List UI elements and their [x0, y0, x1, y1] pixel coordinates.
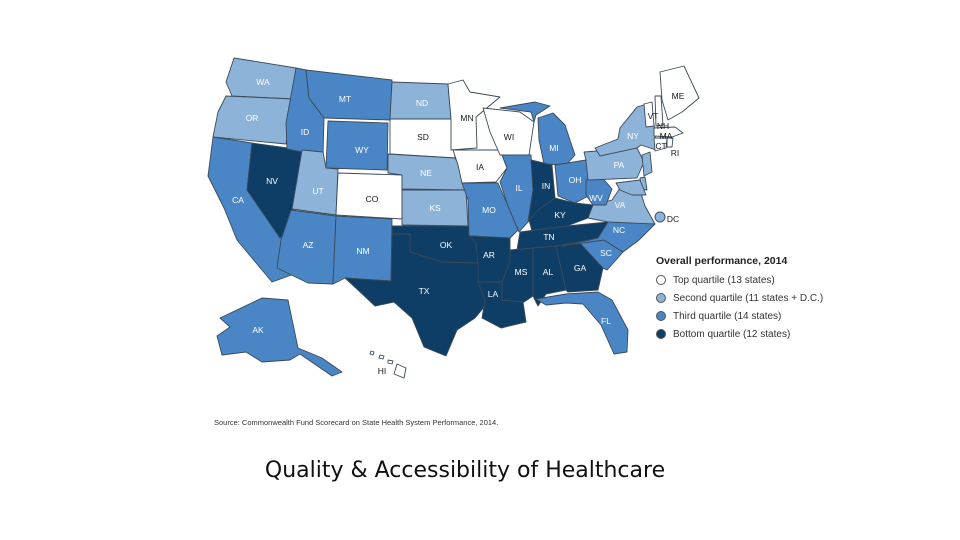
state-label-mi: MI [549, 143, 558, 153]
state-label-mt: MT [339, 94, 351, 104]
state-ma [653, 126, 684, 138]
legend-item-bottom: Bottom quartile (12 states) [656, 325, 823, 343]
state-hi [369, 350, 407, 379]
legend-label: Bottom quartile (12 states) [673, 328, 791, 340]
state-label-ok: OK [440, 240, 453, 250]
state-label-al: AL [543, 267, 554, 277]
state-label-oh: OH [569, 175, 582, 185]
state-ut [291, 149, 339, 216]
legend-title: Overall performance, 2014 [656, 255, 788, 267]
state-label-az: AZ [303, 240, 314, 250]
state-label-nv: NV [266, 176, 278, 186]
state-tx [344, 233, 491, 357]
state-label-in: IN [542, 181, 551, 191]
state-label-ri: RI [671, 148, 680, 158]
state-label-wi: WI [504, 132, 514, 142]
state-mn [447, 79, 501, 151]
state-label-ut: UT [312, 186, 323, 196]
state-label-wa: WA [256, 77, 270, 87]
state-label-mn: MN [460, 113, 473, 123]
state-label-ne: NE [420, 168, 432, 178]
state-label-hi: HI [378, 366, 387, 376]
legend-label: Third quartile (14 states) [673, 310, 782, 322]
slide-title: Quality & Accessibility of Healthcare [264, 458, 666, 483]
legend-swatch-third [656, 311, 666, 321]
legend-item-top: Top quartile (13 states) [656, 271, 823, 289]
state-fl [535, 291, 629, 355]
state-label-va: VA [615, 200, 626, 210]
state-label-mo: MO [482, 205, 496, 215]
state-label-wv: WV [589, 193, 603, 203]
state-vt [643, 101, 655, 128]
state-label-nh: NH [657, 121, 669, 131]
state-label-ia: IA [476, 162, 484, 172]
state-label-wy: WY [355, 145, 369, 155]
state-label-nd: ND [416, 98, 428, 108]
state-label-co: CO [366, 194, 379, 204]
state-mt [305, 69, 393, 121]
state-label-id: ID [301, 127, 310, 137]
state-label-ks: KS [429, 203, 441, 213]
state-mo [461, 182, 519, 239]
legend-swatch-second [656, 293, 666, 303]
state-label-dc: DC [667, 214, 679, 224]
state-mi [499, 101, 576, 166]
state-label-tn: TN [543, 232, 554, 242]
state-md [615, 179, 647, 196]
legend-item-third: Third quartile (14 states) [656, 307, 823, 325]
state-label-la: LA [488, 289, 499, 299]
state-nh [654, 95, 664, 127]
state-label-ca: CA [232, 195, 244, 205]
state-me [659, 65, 700, 121]
state-nj [641, 151, 653, 177]
state-ri [666, 137, 674, 148]
state-label-il: IL [515, 183, 522, 193]
state-label-md: MD [653, 191, 666, 201]
state-label-ak: AK [252, 325, 264, 335]
state-label-de: DE [651, 180, 663, 190]
state-va [587, 187, 656, 225]
state-label-sc: SC [600, 248, 612, 258]
state-label-nm: NM [356, 246, 369, 256]
legend-label: Second quartile (11 states + D.C.) [673, 292, 824, 304]
state-label-vt: VT [648, 111, 659, 121]
state-dc [654, 211, 666, 223]
source-note: Source: Commonwealth Fund Scorecard on S… [214, 418, 499, 427]
state-label-ny: NY [627, 131, 639, 141]
state-label-nc: NC [613, 225, 625, 235]
state-label-me: ME [672, 91, 685, 101]
state-or [212, 95, 294, 145]
state-label-nj: NJ [654, 167, 664, 177]
state-wy [325, 120, 389, 171]
state-label-ma: MA [660, 131, 673, 141]
state-label-ky: KY [554, 210, 566, 220]
state-ak [216, 297, 343, 377]
legend-item-second: Second quartile (11 states + D.C.) [656, 289, 823, 307]
state-label-or: OR [246, 113, 259, 123]
map-legend: Overall performance, 2014 Top quartile (… [656, 255, 823, 343]
state-label-ms: MS [515, 267, 528, 277]
state-label-ct: CT [655, 141, 666, 151]
state-label-fl: FL [601, 316, 611, 326]
state-label-pa: PA [614, 160, 625, 170]
state-label-ar: AR [483, 250, 495, 260]
legend-label: Top quartile (13 states) [673, 274, 775, 286]
state-label-tx: TX [419, 286, 430, 296]
state-label-ga: GA [574, 263, 587, 273]
legend-swatch-bottom [656, 329, 666, 339]
state-ct [653, 137, 668, 152]
legend-swatch-top [656, 275, 666, 285]
state-label-sd: SD [417, 132, 429, 142]
